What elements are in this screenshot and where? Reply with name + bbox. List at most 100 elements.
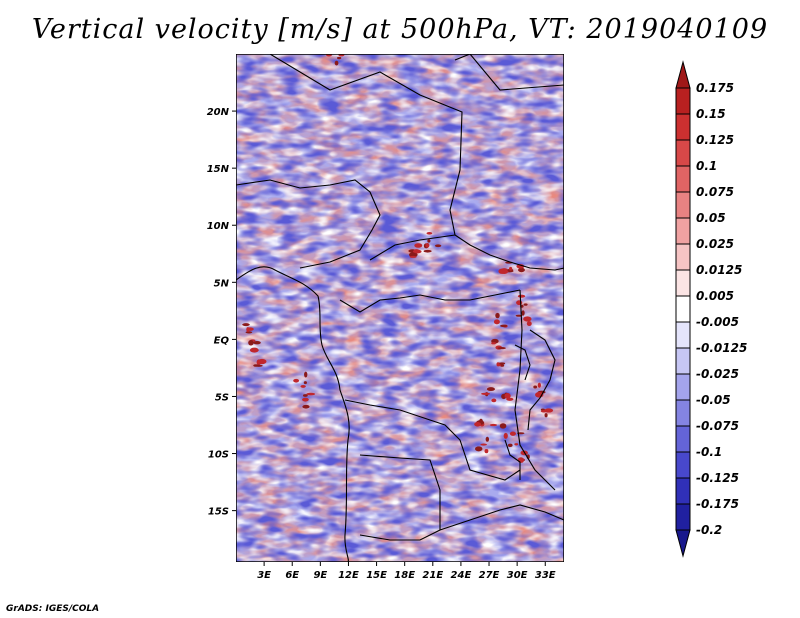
updraft-cell (521, 310, 525, 316)
colorbar-box (675, 269, 691, 297)
updraft-cell (500, 324, 508, 328)
lat-tick-label: 20N (207, 107, 230, 118)
updraft-cell (493, 319, 500, 325)
border-egypt (469, 54, 564, 91)
updraft-cell (509, 431, 516, 436)
lon-tick-label: 15E (366, 570, 387, 581)
updraft-cell (533, 385, 538, 389)
updraft-cell (486, 387, 495, 392)
longitude-axis: 3E 6E 9E 12E 15E 18E 21E 24E 27E 30E 33E (257, 562, 556, 581)
updraft-cell (495, 312, 500, 319)
colorbar-box (675, 217, 691, 245)
lat-tick-label: 15S (208, 507, 229, 518)
country-borders (236, 54, 564, 562)
updraft-cell (544, 408, 554, 413)
colorbar-box (675, 165, 691, 193)
updraft-cell (304, 371, 308, 378)
updraft-cell (246, 327, 250, 332)
colorbar-label: 0.125 (696, 133, 734, 147)
colorbar-label: 0.175 (696, 81, 734, 95)
lon-tick-label: 21E (422, 570, 443, 581)
updraft-cell (491, 342, 497, 345)
updraft-cell (526, 321, 532, 327)
updraft-cell (480, 443, 487, 446)
latitude-axis: 20N 15N 10N 5N EQ 5S 10S 15S (207, 107, 236, 518)
border-congo-north (339, 289, 521, 313)
colorbar-label: -0.1 (696, 445, 722, 459)
updraft-cell (300, 384, 306, 388)
lat-tick-label: 10N (207, 221, 230, 232)
updraft-cell (426, 231, 433, 235)
colorbar-box (675, 113, 691, 141)
colorbar-box (675, 451, 691, 479)
colorbar-top-arrow (675, 60, 691, 89)
colorbar-labels: 0.175 0.15 0.125 0.1 0.075 0.05 0.025 0.0125 0.0… (696, 81, 747, 537)
updraft-cell (336, 56, 342, 60)
colorbar-label: -0.05 (696, 393, 731, 407)
coastline (236, 266, 350, 562)
updraft-cell (499, 268, 509, 274)
colorbar-box (675, 399, 691, 427)
updraft-cell (425, 243, 430, 248)
updraft-cell (484, 449, 489, 454)
updraft-cell (503, 432, 508, 439)
updraft-cell (496, 362, 500, 367)
updraft-cell (253, 341, 261, 345)
colorbar-label: -0.025 (696, 367, 739, 381)
updraft-cell (497, 346, 506, 350)
updraft-cell (481, 392, 491, 395)
lon-tick-label: 30E (507, 570, 528, 581)
updraft-cell (491, 398, 497, 403)
colorbar-label: 0.075 (696, 185, 734, 199)
colorbar-box (675, 425, 691, 453)
lat-tick-label: 10S (208, 450, 229, 461)
colorbar-boxes (675, 60, 691, 558)
colorbar-box (675, 321, 691, 349)
colorbar-label: 0.05 (696, 211, 726, 225)
updraft-cell (303, 381, 307, 385)
credit-label: GrADS: IGES/COLA (6, 604, 100, 614)
lat-tick-label: 15N (207, 164, 230, 175)
border-drc-south (344, 399, 521, 481)
updraft-cell (249, 347, 259, 353)
colorbar-bottom-arrow (675, 529, 691, 558)
lon-tick-label: 9E (313, 570, 327, 581)
updraft-cell (414, 243, 423, 248)
border-car-north (369, 234, 456, 261)
colorbar-box (675, 191, 691, 219)
updraft-cell (515, 314, 523, 317)
updraft-cell (523, 316, 532, 322)
updraft-cell (475, 446, 483, 452)
updraft-cell (517, 294, 526, 298)
colorbar-label: -0.2 (696, 523, 722, 537)
updraft-cell (302, 397, 309, 402)
border-ne (454, 54, 471, 61)
colorbar-box (675, 503, 691, 531)
strong-updraft-cells (242, 54, 554, 463)
updraft-cell (499, 423, 507, 429)
updraft-cell (514, 443, 519, 446)
colorbar-box (675, 477, 691, 505)
updraft-cell (409, 255, 417, 258)
updraft-cell (408, 252, 418, 258)
lat-tick-label: 5S (215, 392, 229, 403)
lat-tick-label: EQ (214, 335, 230, 346)
updraft-cell (507, 443, 513, 447)
updraft-cell (498, 362, 506, 365)
updraft-cell (245, 331, 253, 334)
velocity-field (236, 54, 564, 562)
colorbar-box (675, 139, 691, 167)
lake-border (527, 329, 556, 431)
updraft-cell (334, 60, 339, 66)
colorbar-label: 0.1 (696, 159, 717, 173)
lon-tick-label: 3E (257, 570, 271, 581)
border-car-sudan (454, 234, 564, 271)
lon-tick-label: 12E (338, 570, 359, 581)
colorbar-box (675, 243, 691, 271)
lon-tick-label: 27E (479, 570, 500, 581)
border-east (514, 289, 556, 491)
colorbar-label: 0.15 (696, 107, 726, 121)
lat-tick-label: 5N (214, 278, 230, 289)
updraft-cell (485, 436, 490, 442)
